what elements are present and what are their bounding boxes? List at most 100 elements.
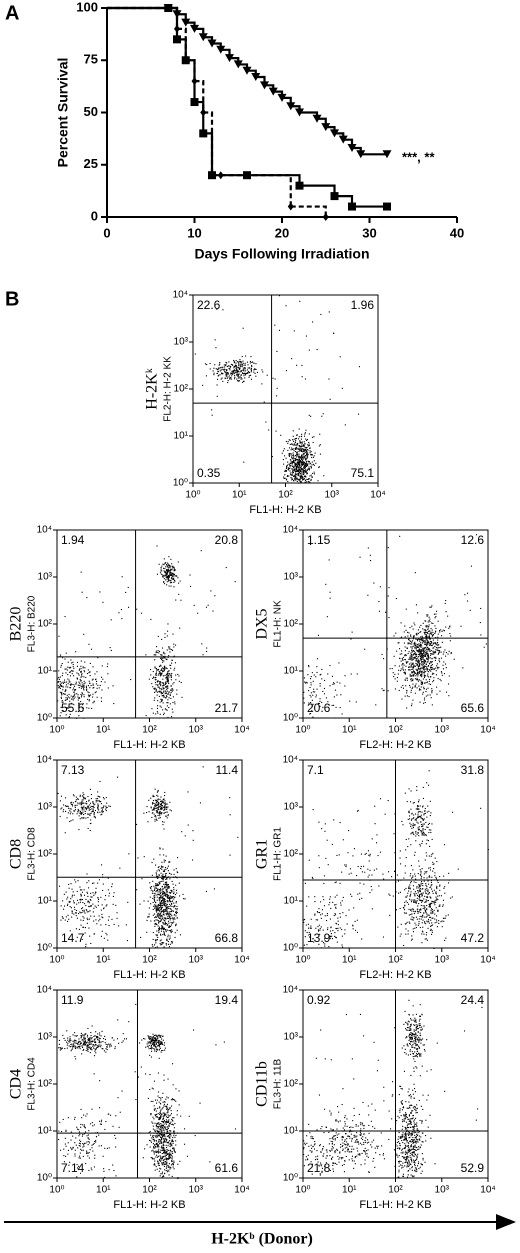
event-dot xyxy=(443,661,445,663)
event-dot xyxy=(421,876,423,878)
event-dot xyxy=(439,885,441,887)
event-dot xyxy=(414,891,416,893)
event-dot xyxy=(69,713,71,715)
event-dot xyxy=(419,915,421,917)
event-dot xyxy=(171,582,173,584)
event-dot xyxy=(74,689,76,691)
event-dot xyxy=(164,898,166,900)
event-dot xyxy=(321,668,323,670)
event-dot xyxy=(430,911,432,913)
event-dot xyxy=(58,678,60,680)
event-dot xyxy=(288,439,290,441)
event-dot xyxy=(319,928,321,930)
event-dot xyxy=(159,815,161,817)
event-dot xyxy=(436,693,438,695)
event-dot xyxy=(417,646,419,648)
event-dot xyxy=(419,897,421,899)
event-dot xyxy=(308,469,310,471)
event-dot xyxy=(433,889,435,891)
event-dot xyxy=(176,905,178,907)
event-dot xyxy=(324,679,326,681)
event-dot xyxy=(413,664,415,666)
event-dot xyxy=(167,562,169,564)
event-dot xyxy=(403,909,405,911)
event-dot xyxy=(313,941,315,943)
event-dot xyxy=(159,675,161,677)
event-dot xyxy=(73,902,75,904)
event-dot xyxy=(424,631,426,633)
event-dot xyxy=(69,813,71,815)
event-dot xyxy=(302,450,304,452)
event-dot xyxy=(168,886,170,888)
event-dot xyxy=(84,671,86,673)
event-dot xyxy=(87,813,89,815)
event-dot xyxy=(413,650,415,652)
event-dot xyxy=(319,912,321,914)
event-dot xyxy=(175,644,177,646)
event-dot xyxy=(404,625,406,627)
event-dot xyxy=(428,616,430,618)
event-dot xyxy=(89,675,91,677)
event-dot xyxy=(379,586,381,588)
event-dot xyxy=(296,459,298,461)
event-dot xyxy=(167,884,169,886)
event-dot xyxy=(429,906,431,908)
event-dot xyxy=(311,456,313,458)
event-dot xyxy=(419,845,421,847)
event-dot xyxy=(399,648,401,650)
event-dot xyxy=(429,650,431,652)
event-dot xyxy=(230,377,232,379)
event-dot xyxy=(165,682,167,684)
event-dot xyxy=(406,707,408,709)
event-dot xyxy=(88,700,90,702)
event-dot xyxy=(76,890,78,892)
event-dot xyxy=(418,923,420,925)
event-dot xyxy=(93,920,95,922)
event-dot xyxy=(167,887,169,889)
event-dot xyxy=(416,786,418,788)
event-dot xyxy=(156,804,158,806)
event-dot xyxy=(161,668,163,670)
event-dot xyxy=(326,920,328,922)
event-dot xyxy=(108,925,110,927)
x-tick-label: 10¹ xyxy=(96,955,111,966)
event-dot xyxy=(170,558,172,560)
event-dot xyxy=(87,892,89,894)
event-dot xyxy=(168,655,170,657)
event-dot xyxy=(418,662,420,664)
event-dot xyxy=(102,874,104,876)
event-dot xyxy=(410,844,412,846)
event-dot xyxy=(434,625,436,627)
event-dot xyxy=(166,676,168,678)
event-dot xyxy=(304,471,306,473)
event-dot xyxy=(356,673,358,675)
event-dot xyxy=(158,813,160,815)
event-dot xyxy=(417,657,419,659)
event-dot xyxy=(90,905,92,907)
event-dot xyxy=(93,882,95,884)
event-dot xyxy=(304,464,306,466)
event-dot xyxy=(247,371,249,373)
event-dot xyxy=(93,812,95,814)
event-dot xyxy=(306,463,308,465)
event-dot xyxy=(303,453,305,455)
event-dot xyxy=(163,812,165,814)
event-dot xyxy=(425,638,427,640)
event-dot xyxy=(378,601,380,603)
event-dot xyxy=(430,644,432,646)
event-dot xyxy=(287,461,289,463)
event-dot xyxy=(440,657,442,659)
event-dot xyxy=(438,651,440,653)
event-dot xyxy=(166,913,168,915)
event-dot xyxy=(293,330,295,332)
event-dot xyxy=(445,611,447,613)
event-dot xyxy=(81,801,83,803)
event-dot xyxy=(162,904,164,906)
event-dot xyxy=(427,687,429,689)
event-dot xyxy=(402,663,404,665)
event-dot xyxy=(84,797,86,799)
event-dot xyxy=(301,433,303,435)
event-dot xyxy=(171,563,173,565)
event-dot xyxy=(334,882,336,884)
event-dot xyxy=(247,372,249,374)
